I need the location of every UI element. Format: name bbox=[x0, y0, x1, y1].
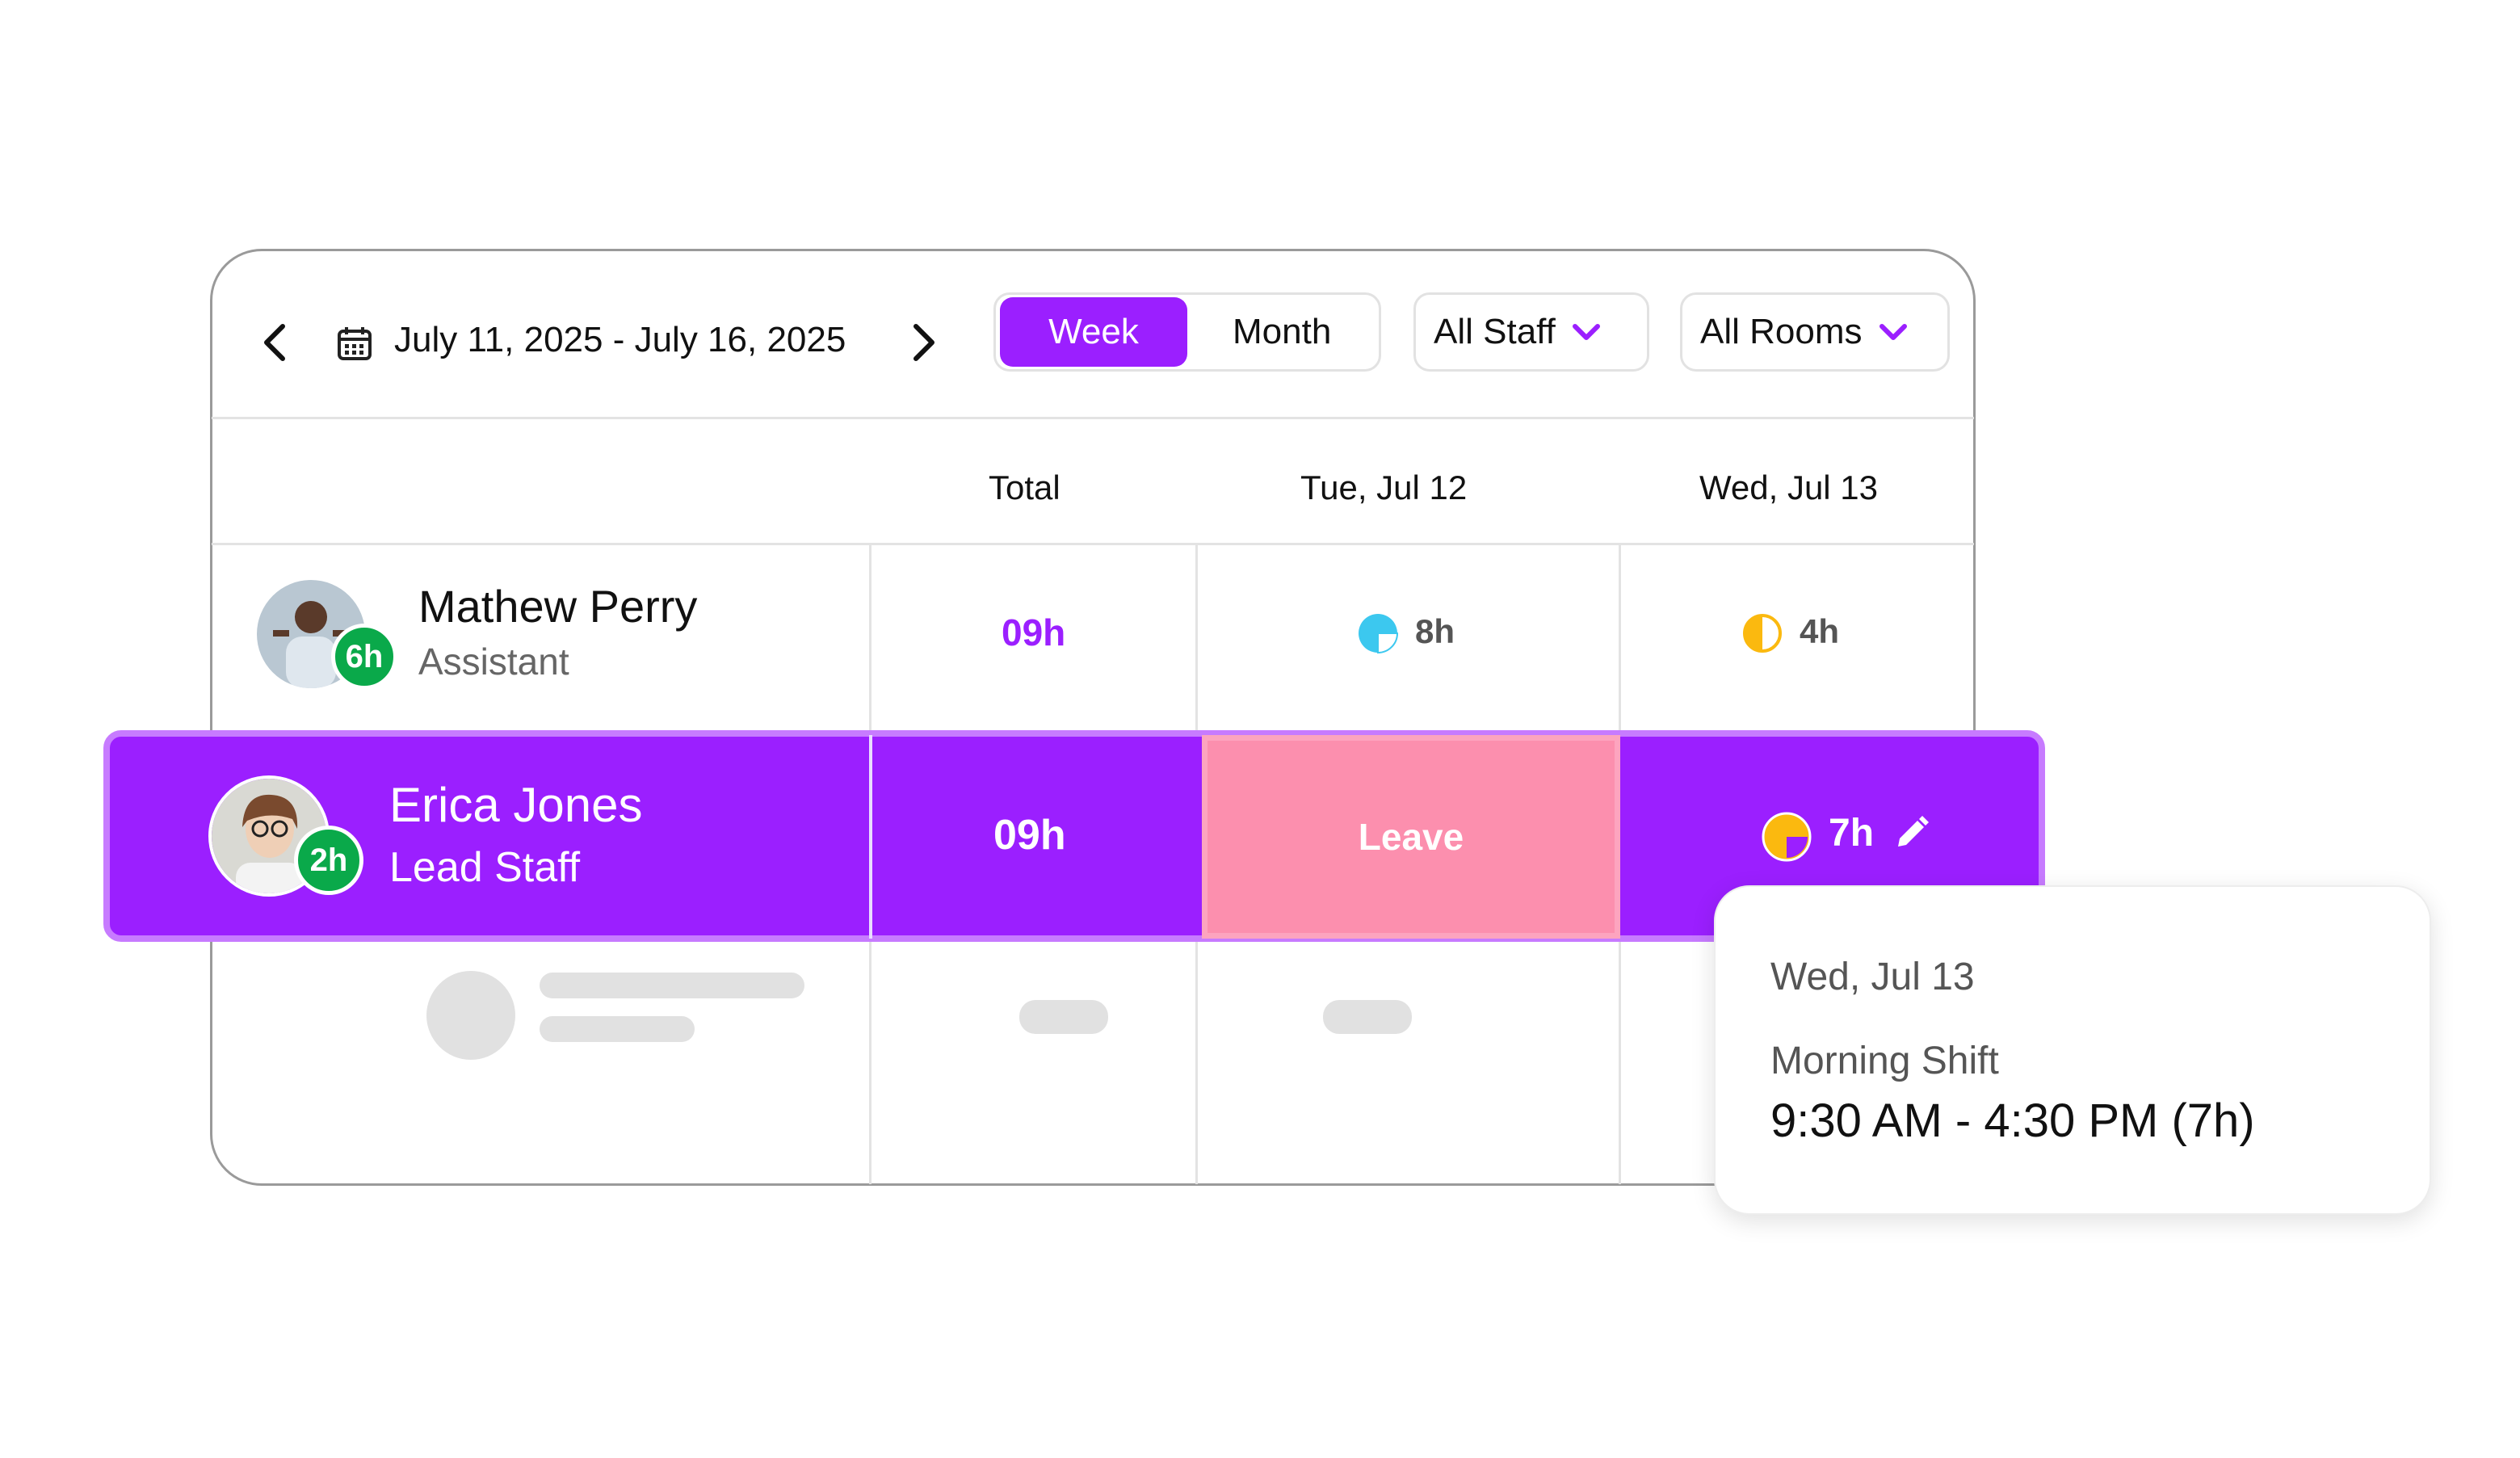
pie-icon bbox=[1743, 614, 1782, 653]
room-filter-dropdown[interactable]: All Rooms bbox=[1680, 292, 1950, 372]
row-total: 09h bbox=[993, 812, 1066, 859]
calendar-icon bbox=[336, 325, 373, 362]
skeleton-avatar bbox=[426, 971, 515, 1060]
divider bbox=[212, 543, 1974, 545]
chevron-down-icon bbox=[1572, 324, 1600, 340]
room-filter-label: All Rooms bbox=[1700, 312, 1863, 351]
divider bbox=[869, 735, 872, 939]
staff-name: Mathew Perry bbox=[418, 581, 698, 632]
date-range[interactable]: July 11, 2025 - July 16, 2025 bbox=[394, 320, 846, 359]
pencil-icon[interactable] bbox=[1892, 814, 1930, 853]
pie-icon bbox=[1359, 614, 1399, 654]
shift-tooltip bbox=[1714, 885, 2431, 1215]
shift-hours[interactable]: 7h bbox=[1829, 812, 1875, 855]
staff-role: Lead Staff bbox=[389, 844, 581, 891]
tooltip-shift-name: Morning Shift bbox=[1770, 1040, 1999, 1082]
column-header-total: Total bbox=[989, 468, 1060, 506]
hours-badge: 6h bbox=[331, 624, 397, 690]
next-week-button[interactable] bbox=[903, 320, 943, 365]
skeleton-line bbox=[1323, 1000, 1412, 1034]
staff-filter-dropdown[interactable]: All Staff bbox=[1413, 292, 1649, 372]
staff-name: Erica Jones bbox=[389, 778, 643, 832]
skeleton-line bbox=[1019, 1000, 1108, 1034]
column-header-day1: Tue, Jul 12 bbox=[1300, 468, 1468, 506]
tab-month[interactable]: Month bbox=[1233, 312, 1332, 351]
staff-filter-label: All Staff bbox=[1434, 312, 1556, 351]
chevron-down-icon bbox=[1879, 324, 1907, 340]
shift-hours[interactable]: 4h bbox=[1800, 612, 1840, 650]
tooltip-shift-time: 9:30 AM - 4:30 PM (7h) bbox=[1770, 1095, 2255, 1147]
prev-week-button[interactable] bbox=[255, 320, 296, 365]
hours-badge: 2h bbox=[294, 826, 363, 895]
staff-role: Assistant bbox=[418, 641, 569, 683]
chevron-left-icon bbox=[264, 324, 285, 361]
divider bbox=[212, 417, 1974, 419]
pie-icon bbox=[1762, 812, 1812, 862]
leave-cell[interactable]: Leave bbox=[1202, 735, 1620, 939]
column-header-day2: Wed, Jul 13 bbox=[1699, 468, 1879, 506]
tooltip-date: Wed, Jul 13 bbox=[1770, 956, 1975, 998]
row-total: 09h bbox=[1002, 611, 1066, 653]
skeleton-line bbox=[540, 1016, 695, 1042]
shift-hours[interactable]: 8h bbox=[1415, 612, 1455, 650]
skeleton-line bbox=[540, 973, 804, 998]
tab-week[interactable]: Week bbox=[1000, 297, 1187, 367]
chevron-right-icon bbox=[914, 324, 934, 361]
